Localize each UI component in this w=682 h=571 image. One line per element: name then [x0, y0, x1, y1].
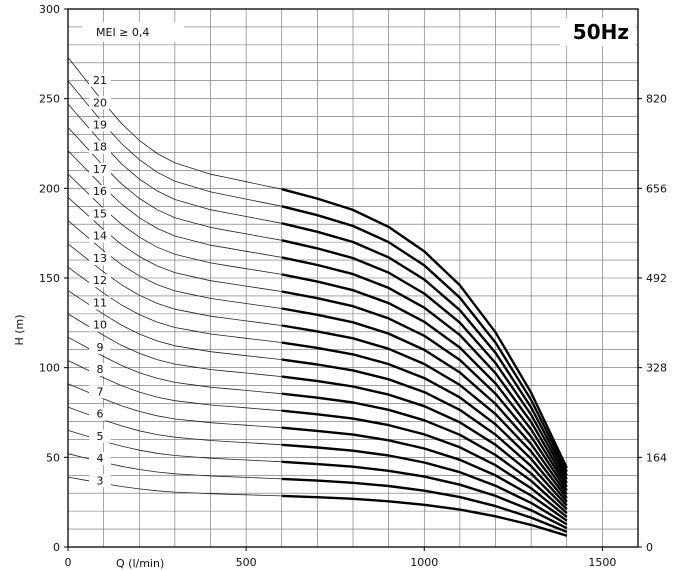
x-axis-label: Q (l/min) [116, 557, 164, 570]
stage-label-bg [89, 162, 111, 176]
stage-label-bg [89, 251, 111, 265]
stage-label-bg [89, 118, 111, 132]
mei-box: MEI ≥ 0,4 [82, 22, 184, 42]
stage-label-bg [89, 229, 111, 243]
y2-tick-label: 328 [646, 362, 667, 375]
curve-11-operating [281, 358, 568, 507]
y2-tick-label: 656 [646, 182, 667, 195]
stage-label-bg [89, 452, 111, 466]
y-tick-label: 300 [39, 3, 60, 16]
curve-3-operating [281, 494, 568, 537]
curve-9-thin [67, 336, 282, 395]
curve-7-operating [281, 426, 568, 522]
y-tick-label: 200 [39, 182, 60, 195]
y-tick-label: 50 [46, 451, 60, 464]
y-tick-label: 100 [39, 362, 60, 375]
stage-label-20: 20 [93, 96, 107, 109]
frequency-label: 50Hz [573, 20, 629, 44]
x-tick-label: 0 [65, 556, 72, 569]
y2-tick-label: 164 [646, 451, 667, 464]
y-axis-label: H (m) [13, 314, 26, 345]
stage-label-bg [89, 385, 111, 399]
stage-label-15: 15 [93, 207, 107, 220]
grid [68, 9, 638, 547]
stage-label-19: 19 [93, 118, 107, 131]
y-tick-label: 150 [39, 272, 60, 285]
y2-tick-label: 492 [646, 272, 667, 285]
y-tick-label: 0 [53, 541, 60, 554]
curve-6-operating [281, 443, 568, 526]
curve-17-operating [281, 256, 568, 484]
stage-label-bg [89, 429, 111, 443]
y-tick-label: 250 [39, 93, 60, 106]
stage-label-14: 14 [93, 230, 107, 243]
stage-label-21: 21 [93, 74, 107, 87]
stage-label-7: 7 [97, 385, 104, 398]
curve-15-operating [281, 290, 568, 492]
stage-label-12: 12 [93, 274, 107, 287]
stage-label-bg [89, 185, 111, 199]
stage-label-17: 17 [93, 163, 107, 176]
stage-label-bg [89, 140, 111, 154]
curve-12-operating [281, 341, 568, 503]
stage-label-4: 4 [97, 452, 104, 465]
curve-18-operating [281, 239, 568, 480]
curve-13-operating [281, 324, 568, 499]
stage-label-9: 9 [97, 341, 104, 354]
stage-label-18: 18 [93, 141, 107, 154]
stage-label-10: 10 [93, 319, 107, 332]
curve-5-operating [281, 460, 568, 530]
curve-9-operating [281, 392, 568, 514]
stage-label-bg [89, 363, 111, 377]
curve-14-thin [67, 220, 282, 309]
stage-label-8: 8 [97, 363, 104, 376]
y2-tick-label: 0 [646, 541, 653, 554]
curves [67, 57, 568, 537]
x-tick-label: 1000 [410, 556, 438, 569]
stage-label-bg [89, 474, 111, 488]
curve-13-thin [67, 243, 282, 326]
curve-10-operating [281, 375, 568, 511]
stage-label-bg [89, 274, 111, 288]
stage-label-bg [89, 318, 111, 332]
stage-label-bg [89, 74, 111, 88]
stage-label-16: 16 [93, 185, 107, 198]
curve-8-operating [281, 409, 568, 518]
stage-label-6: 6 [97, 408, 104, 421]
curve-11-thin [67, 290, 282, 360]
curve-7-thin [67, 383, 282, 429]
stage-label-bg [89, 407, 111, 421]
curve-16-operating [281, 273, 568, 488]
curve-19-operating [281, 222, 568, 476]
stage-labels: 3 4 5 6 7 8 9 10 11 12 13 14 15 16 17 18 19 20 21 [89, 74, 111, 488]
curve-21-operating [281, 188, 568, 469]
x-tick-label: 500 [236, 556, 257, 569]
x-tick-label: 1500 [588, 556, 616, 569]
stage-label-11: 11 [93, 296, 107, 309]
curve-20-operating [281, 205, 568, 473]
mei-label: MEI ≥ 0,4 [96, 26, 149, 39]
stage-label-3: 3 [97, 474, 104, 487]
stage-label-5: 5 [97, 430, 104, 443]
stage-label-13: 13 [93, 252, 107, 265]
curve-8-thin [67, 360, 282, 412]
curve-10-thin [67, 313, 282, 377]
stage-label-bg [89, 296, 111, 310]
curve-15-thin [67, 197, 282, 292]
curve-4-operating [281, 477, 568, 534]
stage-label-bg [89, 96, 111, 110]
stage-label-bg [89, 207, 111, 221]
stage-label-bg [89, 340, 111, 354]
frequency-badge: 50Hz [560, 18, 636, 46]
axis-ticks: 0 500 1000 15000501001502002503000164328492… [39, 3, 667, 569]
curve-12-thin [67, 266, 282, 343]
curve-14-operating [281, 307, 568, 495]
y2-tick-label: 820 [646, 93, 667, 106]
